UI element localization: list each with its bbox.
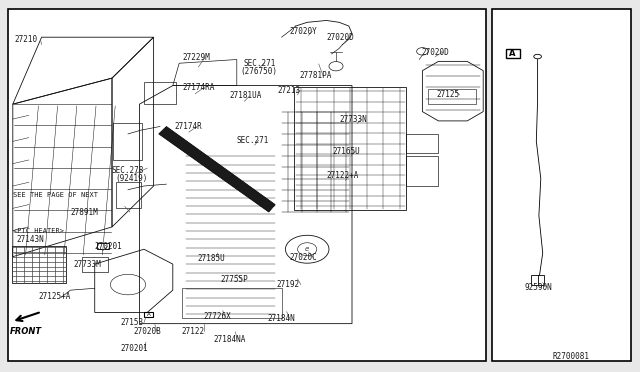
Bar [294,87,406,210]
Bar [182,288,282,318]
Text: 270201: 270201 [95,242,122,251]
Bar [116,182,141,208]
Text: 27153: 27153 [120,318,143,327]
Text: R2700081: R2700081 [552,352,589,361]
Text: A: A [147,312,150,317]
Text: 27733N: 27733N [339,115,367,124]
Bar [12,246,66,283]
Text: 27733M: 27733M [74,260,101,269]
Text: 27174RA: 27174RA [182,83,215,92]
Bar [531,275,544,285]
Text: SEC.271: SEC.271 [243,59,276,68]
Text: 27020B: 27020B [133,327,161,336]
Text: 27143N: 27143N [16,235,44,244]
Text: 27122: 27122 [181,327,204,336]
Bar [113,123,142,160]
Bar [428,89,476,104]
Bar [82,257,108,272]
Text: (276750): (276750) [240,67,277,76]
Text: 27020Y: 27020Y [289,27,317,36]
Bar [492,9,631,361]
Text: FRONT: FRONT [10,327,42,336]
Bar [506,49,520,58]
Text: 27184N: 27184N [268,314,295,323]
Text: 27174R: 27174R [174,122,202,131]
Text: 27185U: 27185U [197,254,225,263]
Text: 27755P: 27755P [221,275,248,284]
Text: e: e [305,246,309,252]
Text: 27891M: 27891M [70,208,98,217]
Bar [8,9,486,361]
Text: 27192: 27192 [276,280,300,289]
Text: 92590N: 92590N [525,283,552,292]
Bar [406,156,438,186]
Text: 27726X: 27726X [204,312,231,321]
Text: SEC.271: SEC.271 [237,136,269,145]
Text: 270201: 270201 [120,344,148,353]
Text: 27181UA: 27181UA [229,92,262,100]
Text: 27213: 27213 [277,86,300,95]
Text: 27165U: 27165U [333,147,360,156]
Text: 27125+A: 27125+A [38,292,71,301]
Text: (92419): (92419) [115,174,148,183]
Bar [97,243,109,249]
Text: 27781PA: 27781PA [300,71,332,80]
Text: A: A [509,49,516,58]
Text: SEC.278: SEC.278 [112,166,145,174]
Text: 27020D: 27020D [326,33,354,42]
Text: <PTC HEATER>: <PTC HEATER> [13,228,64,234]
Bar [144,82,176,104]
Bar [144,312,153,317]
Text: 27020D: 27020D [421,48,449,57]
Text: 27184NA: 27184NA [213,335,246,344]
Polygon shape [159,126,275,212]
Text: 27125: 27125 [436,90,460,99]
Text: 27229M: 27229M [182,53,210,62]
Text: 27122+A: 27122+A [326,171,359,180]
Bar [406,134,438,153]
Text: 27210: 27210 [14,35,37,44]
Text: 27020C: 27020C [290,253,317,262]
Text: SEE THE PAGE OF NEXT: SEE THE PAGE OF NEXT [13,192,98,198]
